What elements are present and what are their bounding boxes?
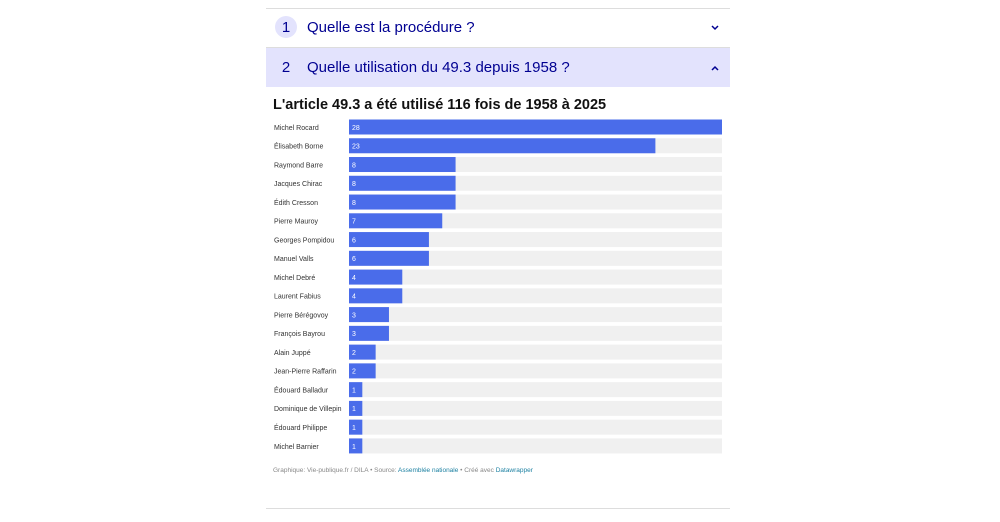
credit: Graphique: Vie-publique.fr / DILA • Sour… (273, 467, 398, 474)
accordion-header[interactable] (266, 48, 730, 87)
bar (349, 138, 656, 154)
bar-track (349, 382, 722, 398)
value-label: 8 (352, 200, 356, 207)
category-label: Jacques Chirac (274, 181, 323, 188)
value-label: 6 (352, 237, 356, 244)
value-label: 1 (352, 425, 356, 432)
bar-track (349, 250, 722, 266)
value-label: 1 (352, 387, 356, 394)
chevron-up[interactable] (711, 65, 719, 71)
chart-title: L'article 49.3 a été utilisé 116 fois de… (273, 97, 606, 113)
accordion-number: 1 (282, 19, 290, 36)
number-badge (275, 16, 297, 38)
category-label: Manuel Valls (274, 256, 314, 263)
bar-track (349, 438, 722, 454)
value-label: 4 (352, 294, 356, 301)
category-label: Édouard Balladur (274, 385, 329, 394)
source-link[interactable]: Assemblée nationale (398, 467, 459, 474)
value-label: 3 (352, 331, 356, 338)
bar (349, 175, 456, 191)
value-label: 7 (352, 219, 356, 226)
bar (349, 325, 389, 341)
bar-track (349, 400, 722, 416)
category-label: Pierre Mauroy (274, 219, 318, 226)
bar-track (349, 307, 722, 323)
bar (349, 419, 363, 435)
value-label: 4 (352, 275, 356, 282)
category-label: Michel Barnier (274, 444, 319, 451)
category-label: Michel Debré (274, 275, 315, 282)
category-label: Alain Juppé (274, 350, 311, 357)
bar-track (349, 325, 722, 341)
bar-track (349, 232, 722, 248)
category-label: Pierre Bérégovoy (274, 312, 329, 319)
bar (349, 194, 456, 210)
accordion-header[interactable] (266, 9, 730, 47)
bar-track (349, 363, 722, 379)
bar (349, 213, 443, 229)
bar (349, 382, 363, 398)
tool-link[interactable]: Datawrapper (496, 467, 534, 474)
value-label: 2 (352, 350, 356, 357)
bar (349, 363, 376, 379)
category-label: Raymond Barre (274, 162, 323, 169)
value-label: 8 (352, 162, 356, 169)
category-label: Élisabeth Borne (274, 142, 324, 151)
category-label: Édith Cresson (274, 198, 318, 207)
bar (349, 250, 429, 266)
value-label: 8 (352, 181, 356, 188)
value-label: 23 (352, 144, 360, 151)
accordion-title[interactable]: Quelle est la procédure ? (307, 19, 475, 36)
bar (349, 269, 403, 285)
accordion-title[interactable]: Quelle utilisation du 49.3 depuis 1958 ? (307, 59, 570, 76)
bar (349, 119, 722, 135)
bar-track (349, 269, 722, 285)
chart-footer: Graphique: Vie-publique.fr / DILA • Sour… (273, 467, 534, 474)
bar (349, 438, 363, 454)
bar-track (349, 344, 722, 360)
bar-track (349, 419, 722, 435)
value-label: 28 (352, 125, 360, 132)
bar (349, 307, 389, 323)
value-label: 1 (352, 444, 356, 451)
value-label: 3 (352, 312, 356, 319)
category-label: Édouard Philippe (274, 423, 327, 432)
category-label: Jean-Pierre Raffarin (274, 369, 337, 376)
category-label: François Bayrou (274, 331, 325, 338)
category-label: Georges Pompidou (274, 237, 334, 244)
bar (349, 400, 363, 416)
category-label: Laurent Fabius (274, 294, 321, 301)
credit: • Créé avec (458, 467, 495, 474)
bar (349, 232, 429, 248)
value-label: 2 (352, 369, 356, 376)
category-label: Dominique de Villepin (274, 406, 342, 413)
chevron-down[interactable] (711, 25, 719, 31)
bar-track (349, 288, 722, 304)
accordion-number: 2 (282, 59, 290, 76)
value-label: 1 (352, 406, 356, 413)
value-label: 6 (352, 256, 356, 263)
bar (349, 344, 376, 360)
bar (349, 157, 456, 173)
category-label: Michel Rocard (274, 125, 319, 132)
bar (349, 288, 403, 304)
